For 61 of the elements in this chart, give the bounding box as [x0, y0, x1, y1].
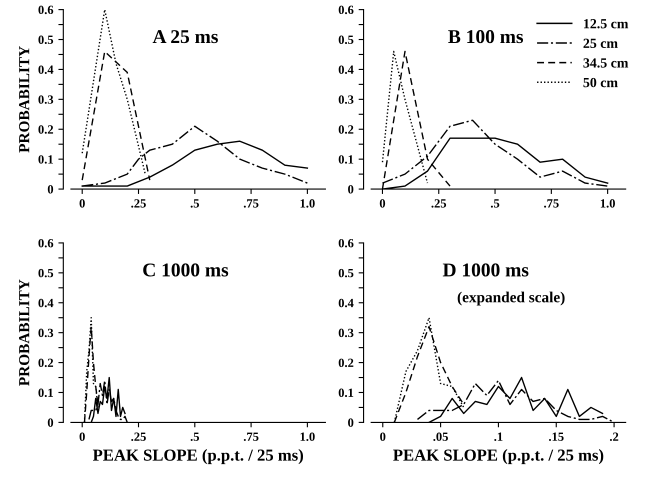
y-tick-label: 0 — [348, 185, 354, 194]
x-tick-label: 1.0 — [300, 199, 315, 208]
y-tick-label: 0.3 — [38, 95, 54, 104]
x-tick-label: .5 — [490, 199, 500, 208]
y-tick-label: 0 — [348, 418, 354, 427]
text: (expanded scale) — [458, 292, 565, 306]
legend-label: 25 cm — [583, 38, 618, 48]
y-tick-label: 0.4 — [38, 65, 54, 74]
y-tick-label: 0.6 — [38, 238, 54, 248]
x-tick-label: .75 — [544, 199, 559, 208]
legend-label: 12.5 cm — [584, 19, 628, 28]
x-tick-label: .5 — [190, 199, 200, 208]
x-tick-label: .1 — [494, 432, 502, 441]
x-tick-label: 1.0 — [300, 432, 315, 441]
x-tick-label: 0 — [380, 432, 386, 441]
x-tick-label: .25 — [431, 199, 446, 208]
x-tick-label: .05 — [433, 432, 448, 441]
x-tick-label: 1.0 — [600, 199, 615, 208]
y-tick-label: 0.3 — [338, 328, 354, 338]
legend-label: 50 cm — [583, 78, 618, 88]
y-tick-label: 0.5 — [38, 268, 54, 278]
y-tick-label: 0.5 — [338, 268, 354, 278]
x-tick-label: .25 — [131, 432, 146, 441]
y-tick-label: 0.2 — [38, 358, 54, 368]
x-tick-label: .75 — [244, 199, 258, 208]
text: D 1000 ms — [442, 263, 528, 277]
y-tick-label: 0.1 — [338, 388, 354, 397]
y-tick-label: 0.4 — [38, 298, 54, 308]
x-tick-label: .75 — [244, 432, 258, 441]
x-tick-label: .15 — [548, 432, 564, 441]
y-axis-title: PROBABILITY — [19, 279, 30, 386]
x-tick-label: .2 — [610, 432, 618, 441]
y-tick-label: 0.5 — [338, 36, 354, 44]
text: C 1000 ms — [143, 263, 228, 277]
x-axis-title: PEAK SLOPE (p.p.t. / 25 ms) — [393, 449, 604, 464]
y-tick-label: 0 — [48, 185, 54, 194]
legend-label: 34.5 cm — [583, 58, 628, 68]
text: A 25 ms — [152, 30, 218, 44]
y-tick-label: 0.2 — [38, 125, 54, 134]
x-tick-label: .5 — [190, 432, 200, 441]
x-tick-label: 0 — [380, 199, 386, 208]
y-tick-label: 0.6 — [338, 6, 354, 14]
y-tick-label: 0.1 — [38, 155, 53, 164]
y-tick-label: 0.3 — [38, 328, 54, 338]
y-tick-label: 0 — [48, 418, 54, 427]
y-tick-label: 0.3 — [338, 95, 354, 104]
y-tick-label: 0.6 — [338, 238, 354, 248]
x-tick-label: .25 — [131, 199, 146, 208]
text: B 100 ms — [448, 30, 524, 44]
x-tick-label: 0 — [80, 199, 85, 208]
y-axis-title: PROBABILITY — [19, 46, 30, 153]
y-tick-label: 0.4 — [338, 298, 354, 308]
y-tick-label: 0.1 — [338, 155, 354, 164]
y-tick-label: 0.4 — [338, 65, 354, 74]
y-tick-label: 0.5 — [38, 36, 54, 44]
x-axis-title: PEAK SLOPE (p.p.t. / 25 ms) — [92, 449, 304, 464]
y-tick-label: 0.2 — [338, 125, 354, 134]
x-tick-label: 0 — [80, 432, 85, 441]
y-tick-label: 0.6 — [38, 6, 54, 14]
y-tick-label: 0.2 — [338, 358, 354, 368]
y-tick-label: 0.1 — [38, 388, 53, 397]
